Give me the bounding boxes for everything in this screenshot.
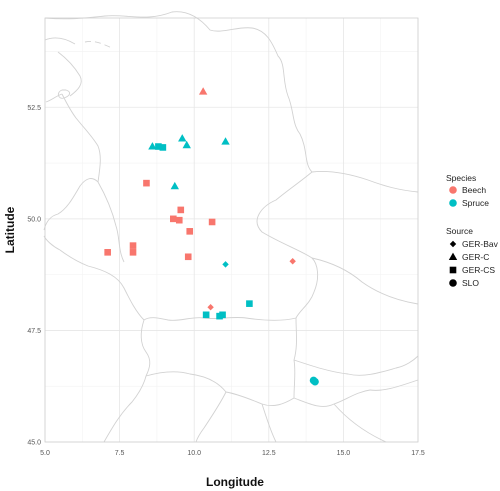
point-spruce-ger-bav (222, 261, 229, 268)
point-spruce-ger-cs (159, 144, 167, 151)
point-spruce-ger-c (178, 134, 187, 142)
grid (44, 18, 419, 443)
legend-key-beech (449, 186, 457, 194)
y-tick-label: 50.0 (27, 216, 41, 223)
x-tick-label: 10.0 (187, 450, 201, 457)
points-layer (104, 87, 319, 386)
y-tick-label: 47.5 (27, 328, 41, 335)
legend-label-ger-bav: GER-Bav (462, 239, 499, 249)
y-axis-ticks: 45.0 47.5 50.0 52.5 (27, 105, 41, 447)
point-beech-ger-c (198, 87, 208, 95)
x-tick-label: 7.5 (115, 450, 125, 457)
point-beech-ger-cs (104, 249, 111, 256)
point-spruce-slo (311, 377, 319, 386)
point-beech-ger-bav (289, 258, 296, 265)
legend-color-title: Species (446, 173, 476, 183)
legend-key-spruce (449, 199, 457, 207)
point-spruce-ger-cs (219, 311, 226, 319)
legend-label-ger-c: GER-C (462, 252, 489, 262)
point-spruce-ger-c (170, 181, 180, 190)
legend-shape-title: Source (446, 226, 473, 236)
point-spruce-ger-cs (202, 311, 210, 319)
legend-shape-entries: GER-Bav GER-C GER-CS SLO (448, 239, 499, 288)
legend-key-slo (449, 279, 457, 287)
point-spruce-ger-c (221, 137, 230, 145)
x-tick-label: 15.0 (337, 450, 351, 457)
point-beech-ger-cs (129, 242, 137, 249)
point-beech-ger-bav (207, 304, 214, 311)
legend-key-ger-cs (449, 266, 457, 274)
panel-border (44, 17, 419, 443)
point-beech-ger-cs (170, 215, 177, 223)
y-tick-label: 45.0 (27, 440, 41, 447)
x-tick-label: 12.5 (262, 450, 276, 457)
map-borders (43, 11, 419, 443)
point-beech-ger-cs (208, 218, 216, 226)
point-spruce-ger-c (148, 142, 157, 150)
point-spruce-ger-c (182, 140, 191, 149)
point-beech-ger-cs (184, 253, 192, 261)
y-axis-title: Latitude (3, 206, 17, 253)
legend-label-slo: SLO (462, 278, 479, 288)
point-beech-ger-cs (177, 206, 185, 214)
point-beech-ger-cs (143, 179, 150, 187)
x-tick-label: 17.5 (411, 450, 425, 457)
legend-key-ger-bav (449, 240, 457, 248)
point-spruce-ger-cs (246, 300, 253, 307)
x-tick-label: 5.0 (40, 450, 50, 457)
x-axis-ticks: 5.0 7.5 10.0 12.5 15.0 17.5 (40, 450, 425, 457)
legend-color-entries: Beech Spruce (449, 185, 489, 208)
legend-label-beech: Beech (462, 185, 486, 195)
legend-label-ger-cs: GER-CS (462, 265, 495, 275)
x-axis-title: Longitude (206, 475, 264, 489)
point-beech-ger-cs (129, 249, 137, 256)
legend-key-ger-c (448, 252, 458, 260)
point-beech-ger-cs (186, 228, 194, 235)
point-beech-ger-cs (175, 216, 183, 224)
point-spruce-ger-cs (155, 143, 162, 150)
legend-label-spruce: Spruce (462, 198, 489, 208)
y-tick-label: 52.5 (27, 105, 41, 112)
